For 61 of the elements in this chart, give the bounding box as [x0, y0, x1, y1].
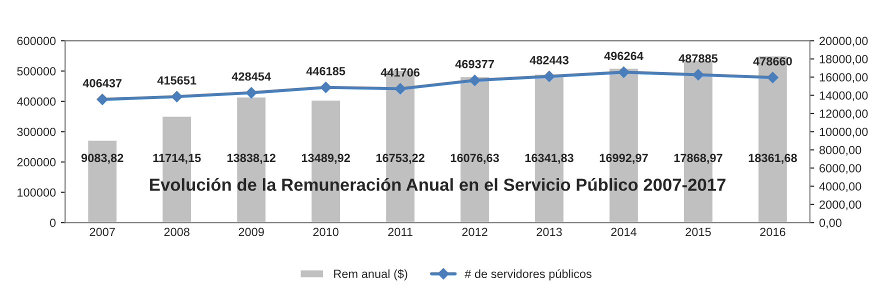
- data-label: 441706: [380, 68, 420, 77]
- data-label: 428454: [232, 72, 271, 81]
- data-label: 478660: [753, 57, 792, 66]
- data-label: 406437: [82, 79, 122, 88]
- x-tick-label: 2015: [686, 228, 711, 236]
- y-tick-label: 500000: [17, 67, 56, 76]
- x-tick-label: 2014: [611, 228, 637, 236]
- point: [96, 94, 108, 106]
- y2-tick-label: 18000,00: [820, 54, 868, 65]
- point: [394, 83, 406, 94]
- x-tick-label: 2008: [164, 228, 190, 236]
- y2-tick-label: 0,00: [819, 218, 842, 228]
- x-tick-label: 2013: [536, 228, 562, 236]
- y2-tick-label: 20000,00: [820, 36, 868, 47]
- point: [246, 87, 257, 98]
- x-tick-label: 2012: [462, 228, 488, 236]
- point: [544, 70, 555, 82]
- y-tick-label: 300000: [17, 128, 56, 136]
- x-tick-label: 2007: [90, 228, 115, 236]
- x-tick-label: 2016: [760, 228, 786, 236]
- data-label: 13489,92: [302, 154, 350, 164]
- point: [320, 82, 332, 93]
- data-label: 446185: [306, 66, 346, 76]
- data-label: 17868,97: [674, 154, 722, 164]
- y2-tick-label: 14000,00: [820, 91, 868, 102]
- data-label: 18361,68: [748, 154, 797, 164]
- data-label: 496264: [604, 52, 644, 60]
- y2-tick-label: 12000,00: [820, 110, 868, 120]
- legend-label: # de servidores públicos: [464, 269, 592, 280]
- data-label: 11714,15: [153, 154, 201, 164]
- data-label: 415651: [157, 76, 196, 85]
- legend-label: Rem anual ($): [334, 269, 408, 280]
- x-tick-label: 2011: [388, 228, 412, 236]
- point: [171, 91, 182, 102]
- y2-tick-label: 4000,00: [819, 182, 862, 192]
- point: [469, 74, 480, 86]
- y-tick-label: 600000: [17, 36, 56, 46]
- text: Evolución de la Remuneración Anual en el Servicio Público 2007-2017: [150, 178, 726, 191]
- point: [618, 66, 630, 78]
- y-tick-label: 0: [50, 218, 56, 228]
- y2-tick-label: 10000,00: [820, 128, 868, 138]
- y2-tick-label: 16000,00: [820, 73, 868, 83]
- point: [692, 69, 704, 80]
- y-tick-label: 100000: [18, 188, 56, 197]
- x-tick-label: 2010: [313, 228, 338, 236]
- data-label: 469377: [455, 60, 494, 68]
- y-tick-label: 200000: [17, 158, 56, 166]
- y2-tick-label: 8000,00: [819, 146, 862, 156]
- y-tick-label: 400000: [16, 97, 56, 106]
- data-label: 16076,63: [450, 154, 499, 164]
- y2-tick-label: 6000,00: [820, 164, 862, 174]
- data-label: 9083,82: [81, 154, 124, 164]
- point: [767, 72, 778, 84]
- data-label: 16341,83: [525, 154, 574, 164]
- data-label: 13838,12: [227, 154, 276, 164]
- data-label: 16753,22: [376, 154, 424, 164]
- data-label: 16992,97: [600, 154, 648, 164]
- y2-tick-label: 2000,00: [820, 200, 862, 210]
- data-label: 487885: [678, 54, 718, 63]
- x-tick-label: 2009: [238, 228, 264, 236]
- data-label: 482443: [530, 56, 569, 64]
